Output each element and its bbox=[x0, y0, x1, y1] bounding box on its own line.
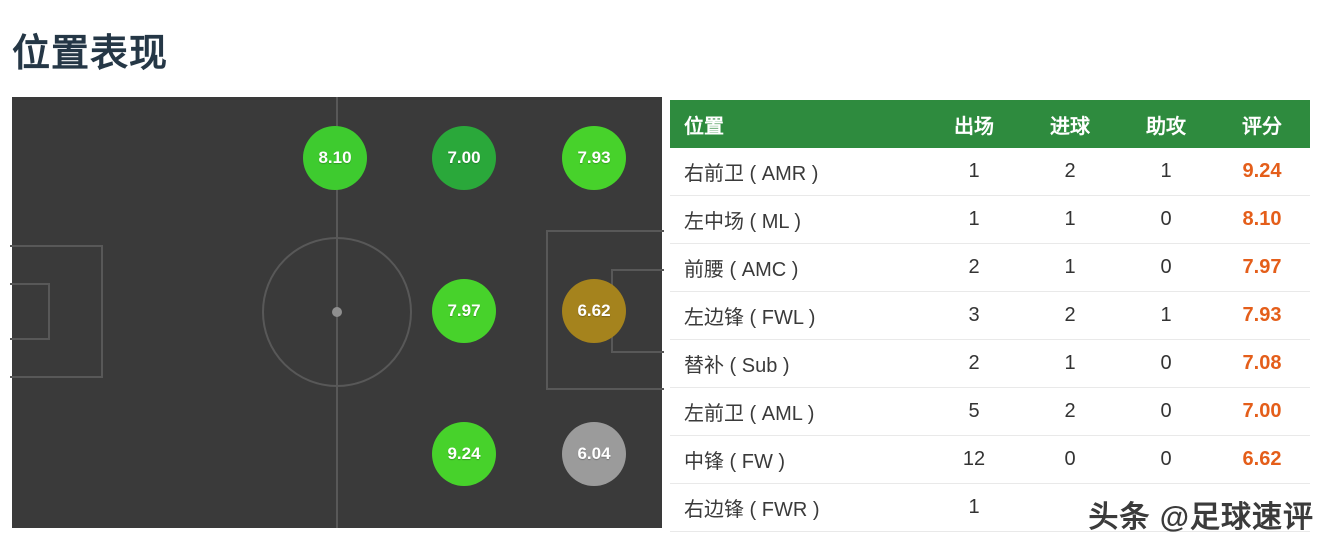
rating-badge: 6.62 bbox=[562, 279, 626, 343]
appearances-cell: 1 bbox=[968, 160, 980, 182]
column-header: 位置 bbox=[684, 115, 724, 138]
rating-cell: 7.93 bbox=[1242, 304, 1282, 326]
watermark: 头条 @足球速评 bbox=[1088, 501, 1314, 534]
position-table: 位置 出场 进球 助攻 评分 右前卫 ( AMR ) 1 2 1 9.24 左中场 ( ML ) 1… bbox=[670, 100, 1310, 532]
page-title: 位置表现 bbox=[12, 33, 169, 75]
appearances-cell: 5 bbox=[968, 400, 980, 422]
rating-cell: 6.62 bbox=[1242, 448, 1282, 470]
table-row: 右边锋 ( FWR ) 1 bbox=[670, 484, 1310, 532]
position-cell: 中锋 ( FW ) bbox=[684, 451, 786, 473]
rating-badge: 7.93 bbox=[562, 126, 626, 190]
appearances-cell: 1 bbox=[968, 208, 980, 230]
column-header: 进球 bbox=[1050, 115, 1090, 138]
table-row: 中锋 ( FW ) 12 0 0 6.62 bbox=[670, 436, 1310, 484]
rating-badge: 9.24 bbox=[432, 422, 496, 486]
goals-cell: 2 bbox=[1064, 400, 1076, 422]
column-header: 出场 bbox=[954, 115, 994, 138]
assists-cell: 1 bbox=[1160, 160, 1172, 182]
rating-badge: 7.00 bbox=[432, 126, 496, 190]
assists-cell: 0 bbox=[1160, 256, 1172, 278]
pitch-left-goal-box bbox=[10, 283, 50, 340]
goals-cell: 0 bbox=[1064, 448, 1076, 470]
table-row: 左前卫 ( AML ) 5 2 0 7.00 bbox=[670, 388, 1310, 436]
table-row: 右前卫 ( AMR ) 1 2 1 9.24 bbox=[670, 148, 1310, 196]
rating-badge: 7.97 bbox=[432, 279, 496, 343]
pitch-left-penalty-box bbox=[10, 245, 103, 378]
appearances-cell: 2 bbox=[968, 256, 980, 278]
appearances-cell: 12 bbox=[962, 448, 986, 470]
position-cell: 左中场 ( ML ) bbox=[684, 211, 802, 233]
assists-cell: 0 bbox=[1160, 352, 1172, 374]
table-body: 右前卫 ( AMR ) 1 2 1 9.24 左中场 ( ML ) 1 1 0 8.10 前腰 ( … bbox=[670, 148, 1310, 532]
pitch-center-circle bbox=[262, 237, 412, 387]
position-cell: 右边锋 ( FWR ) bbox=[684, 499, 820, 521]
goals-cell: 1 bbox=[1064, 208, 1076, 230]
assists-cell: 0 bbox=[1160, 448, 1172, 470]
goals-cell: 2 bbox=[1064, 160, 1076, 182]
rating-cell: 7.08 bbox=[1242, 352, 1282, 374]
table-header: 位置 出场 进球 助攻 评分 bbox=[670, 100, 1310, 148]
rating-badge: 8.10 bbox=[303, 126, 367, 190]
pitch: 8.10 7.00 7.93 7.97 6.62 9.24 6.04 bbox=[10, 97, 664, 528]
rating-cell: 7.00 bbox=[1242, 400, 1282, 422]
table-row: 替补 ( Sub ) 2 1 0 7.08 bbox=[670, 340, 1310, 388]
position-cell: 左边锋 ( FWL ) bbox=[684, 307, 816, 329]
column-header: 助攻 bbox=[1146, 115, 1186, 138]
position-cell: 前腰 ( AMC ) bbox=[684, 259, 799, 281]
table-row: 左边锋 ( FWL ) 3 2 1 7.93 bbox=[670, 292, 1310, 340]
position-cell: 右前卫 ( AMR ) bbox=[684, 163, 819, 185]
rating-cell: 8.10 bbox=[1242, 208, 1282, 230]
position-cell: 左前卫 ( AML ) bbox=[684, 403, 815, 425]
pitch-right-penalty-box bbox=[546, 230, 664, 390]
rating-badge: 6.04 bbox=[562, 422, 626, 486]
goals-cell: 2 bbox=[1064, 304, 1076, 326]
position-cell: 替补 ( Sub ) bbox=[684, 355, 790, 377]
appearances-cell: 2 bbox=[968, 352, 980, 374]
table-row: 前腰 ( AMC ) 2 1 0 7.97 bbox=[670, 244, 1310, 292]
goals-cell: 1 bbox=[1064, 256, 1076, 278]
pitch-center-dot bbox=[332, 307, 342, 317]
rating-cell: 9.24 bbox=[1242, 160, 1282, 182]
goals-cell: 1 bbox=[1064, 352, 1076, 374]
assists-cell: 0 bbox=[1160, 400, 1172, 422]
assists-cell: 0 bbox=[1160, 208, 1172, 230]
column-header: 评分 bbox=[1242, 115, 1282, 138]
assists-cell: 1 bbox=[1160, 304, 1172, 326]
rating-cell: 7.97 bbox=[1242, 256, 1282, 278]
appearances-cell: 3 bbox=[968, 304, 980, 326]
table-row: 左中场 ( ML ) 1 1 0 8.10 bbox=[670, 196, 1310, 244]
appearances-cell: 1 bbox=[968, 496, 980, 518]
